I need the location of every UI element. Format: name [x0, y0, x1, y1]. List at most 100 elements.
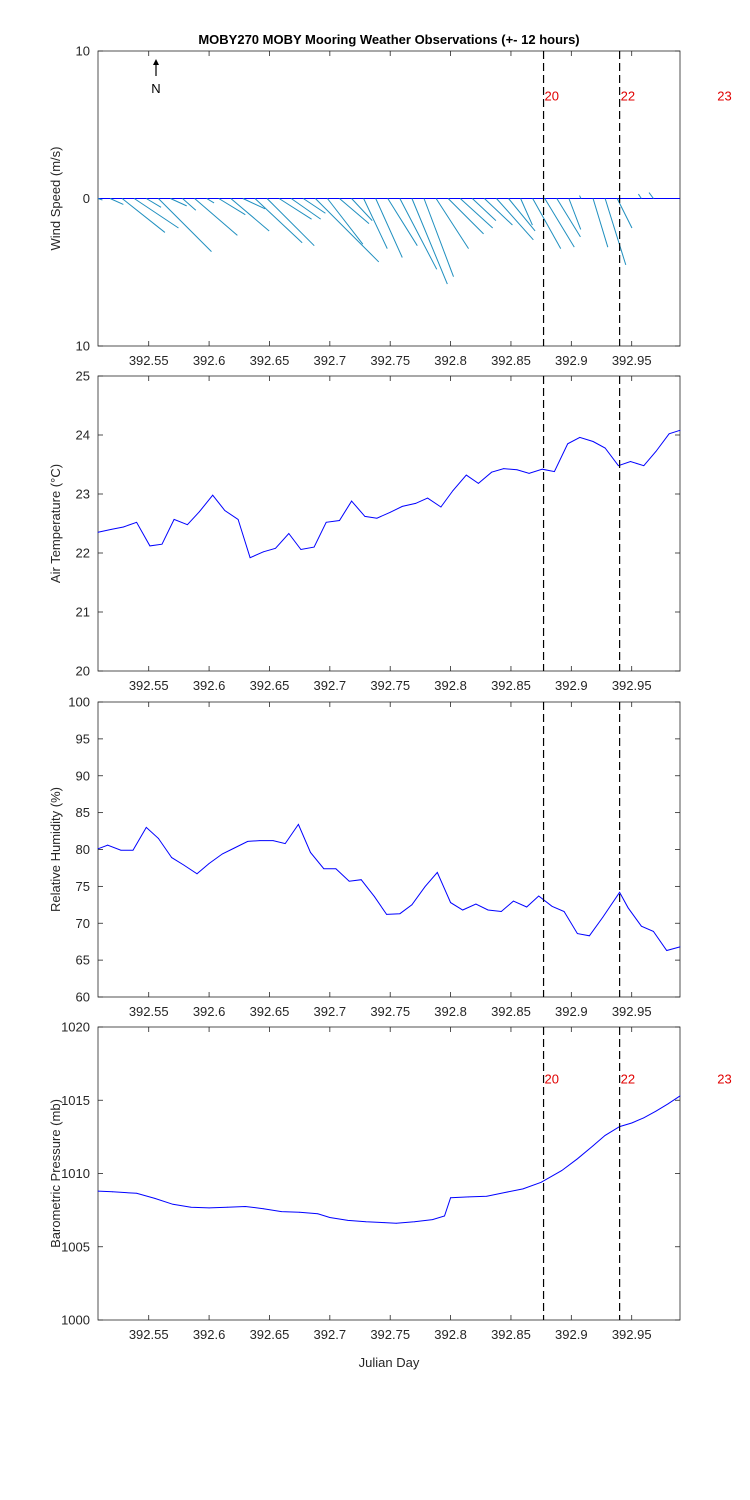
wind-vector: [351, 198, 373, 221]
y-tick-label: 1020: [61, 1020, 90, 1035]
data-point: [173, 518, 175, 520]
axes-box: [97, 375, 681, 672]
data-point: [487, 909, 489, 911]
data-point: [679, 946, 681, 948]
data-point: [386, 914, 387, 915]
data-point: [376, 517, 378, 519]
y-tick-label: 80: [76, 842, 90, 857]
data-point: [335, 868, 337, 870]
wind-vector: [206, 198, 215, 204]
x-tick-label: 392.55: [129, 678, 169, 693]
wind-vector: [648, 192, 654, 199]
wind-vector: [363, 198, 388, 249]
data-point: [399, 913, 401, 915]
axes-box: [97, 1026, 681, 1321]
data-point: [212, 494, 214, 496]
y-tick-label: 100: [68, 695, 90, 710]
data-point: [468, 1196, 470, 1198]
wind-vector: [158, 198, 212, 252]
wind-vector: [459, 198, 494, 229]
data-point: [351, 500, 352, 502]
data-point: [643, 1117, 645, 1119]
wind-vector: [556, 198, 581, 238]
data-point: [237, 518, 239, 520]
panel-pressure: 392.55 392.6 392.65 392.7 392.75 392.8 392.85 3…: [48, 1020, 732, 1343]
wind-vector: [471, 198, 497, 221]
data-point: [415, 503, 416, 504]
data-point: [97, 1190, 99, 1192]
data-point: [186, 524, 188, 526]
wind-vector: [592, 198, 609, 248]
wind-vector: [544, 198, 575, 248]
data-point: [226, 1206, 228, 1208]
wind-vector: [170, 198, 187, 207]
wind-vector: [327, 198, 364, 245]
data-point: [444, 1215, 445, 1217]
data-point: [475, 903, 477, 905]
data-point: [500, 911, 502, 912]
data-point: [136, 521, 138, 523]
data-point: [348, 880, 350, 882]
data-point: [516, 469, 518, 471]
y-tick-label: 1010: [61, 1166, 90, 1181]
annotation-label: 22: [621, 1071, 635, 1086]
data-point: [541, 468, 543, 470]
data-point: [112, 1191, 113, 1193]
y-tick-label: 1015: [61, 1093, 90, 1108]
annotation-label: 20: [545, 88, 559, 103]
x-tick-label: 392.9: [555, 1004, 588, 1019]
wind-vector: [254, 198, 303, 244]
x-tick-label: 392.8: [434, 1327, 467, 1342]
y-tick-label: 10: [76, 339, 90, 354]
data-point: [313, 546, 315, 548]
x-tick-label: 392.85: [491, 678, 531, 693]
data-point: [272, 840, 274, 842]
data-point: [503, 468, 505, 470]
x-tick-label: 392.85: [491, 353, 531, 368]
wind-vector: [411, 198, 448, 285]
data-point: [323, 868, 325, 870]
x-tick-label: 392.6: [193, 678, 226, 693]
y-tick-label: 25: [76, 369, 90, 384]
data-point: [329, 1217, 331, 1218]
x-tick-label: 392.8: [434, 1004, 467, 1019]
data-point: [190, 1206, 192, 1208]
data-point: [249, 557, 251, 559]
y-tick-label: 24: [76, 428, 90, 443]
x-tick-label: 392.75: [370, 678, 410, 693]
data-point: [263, 551, 264, 553]
data-point: [440, 506, 442, 508]
axes-box: [97, 701, 681, 998]
data-point: [561, 1170, 563, 1171]
data-point: [667, 1103, 669, 1105]
data-point: [427, 497, 429, 499]
data-point: [627, 907, 629, 909]
x-tick-label: 392.65: [250, 1327, 290, 1342]
data-point: [604, 1135, 606, 1136]
wind-vector: [302, 198, 326, 214]
wind-vector: [97, 198, 103, 201]
x-tick-label: 392.9: [555, 353, 588, 368]
data-point: [477, 482, 479, 484]
y-tick-label: 65: [76, 953, 90, 968]
data-point: [413, 1221, 415, 1223]
annotation-label: 20: [545, 1071, 559, 1086]
panel-wind: 392.55 392.6 392.65 392.7 392.75 392.8 392.85 3…: [48, 44, 732, 369]
wind-vector: [637, 193, 642, 199]
y-tick-label: 22: [76, 546, 90, 561]
annotation-label: 23: [717, 88, 731, 103]
y-axis-label: Air Temperature (°C): [48, 464, 63, 583]
data-point: [526, 906, 528, 908]
data-point: [576, 1158, 578, 1160]
data-point: [221, 853, 223, 855]
data-point: [512, 900, 514, 902]
x-tick-label: 392.6: [193, 1327, 226, 1342]
data-point: [486, 1195, 488, 1197]
data-point: [389, 511, 391, 513]
data-point: [579, 436, 581, 438]
data-point: [224, 510, 226, 511]
x-tick-label: 392.75: [370, 353, 410, 368]
x-tick-label: 392.6: [193, 353, 226, 368]
data-point: [619, 891, 621, 893]
